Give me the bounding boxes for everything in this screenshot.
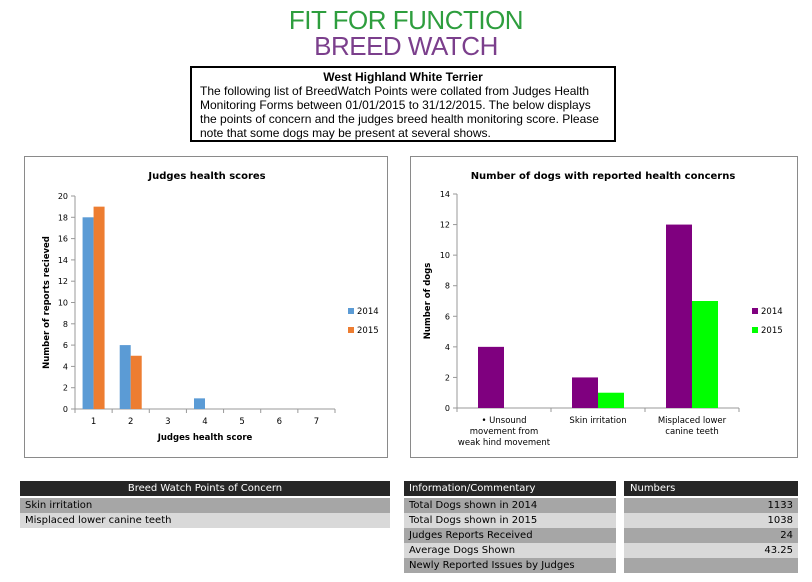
x-tick-label: 5 <box>239 417 244 427</box>
y-tick-label: 10 <box>58 299 68 308</box>
y-tick-label: 4 <box>63 362 68 371</box>
concerns-header: Breed Watch Points of Concern <box>20 481 390 496</box>
commentary-row: Total Dogs shown in 2015 <box>404 513 616 528</box>
bar <box>194 398 205 409</box>
y-tick-label: 14 <box>58 256 68 265</box>
y-tick-label: 20 <box>58 192 68 201</box>
y-tick-label: 4 <box>445 343 450 352</box>
y-tick-label: 8 <box>63 320 68 329</box>
legend-label: 2014 <box>357 307 379 317</box>
bar <box>478 346 504 408</box>
health-concerns-chart: Number of dogs with reported health conc… <box>410 156 798 458</box>
number-cell: 43.25 <box>624 543 798 558</box>
y-tick-label: 0 <box>445 404 450 413</box>
x-tick-label: Skin irritation <box>569 416 626 426</box>
commentary-row: Judges Reports Received <box>404 528 616 543</box>
legend-swatch <box>348 327 354 333</box>
bar <box>130 355 142 409</box>
health-concerns-svg: Number of dogs with reported health conc… <box>423 171 783 448</box>
y-tick-label: 2 <box>63 384 68 393</box>
numbers-header: Numbers <box>624 481 798 496</box>
y-tick-label: 6 <box>63 341 68 350</box>
x-tick-label: • Unsound <box>481 416 526 426</box>
bar <box>572 377 598 408</box>
bar <box>82 217 94 409</box>
x-axis-label: Judges health score <box>157 433 253 443</box>
number-cell: 24 <box>624 528 798 543</box>
y-tick-label: 14 <box>440 190 450 199</box>
y-axis-label: Number of reports recieved <box>42 236 52 369</box>
chart-title: Number of dogs with reported health conc… <box>471 171 736 182</box>
concerns-table: Breed Watch Points of Concern Skin irrit… <box>20 481 390 528</box>
x-tick-label: 1 <box>91 417 96 427</box>
legend-swatch <box>752 308 758 314</box>
concern-row: Skin irritation <box>20 498 390 513</box>
breed-info-box: West Highland White Terrier The followin… <box>190 66 616 142</box>
number-cell <box>624 558 798 573</box>
commentary-row: Newly Reported Issues by Judges <box>404 558 616 573</box>
judges-health-scores-chart: Judges health scores 0 2 4 6 8 10 12 14 16 18 20 Num… <box>24 156 388 458</box>
legend-label: 2014 <box>761 307 783 317</box>
x-tick-label: 7 <box>314 417 319 427</box>
y-tick-label: 18 <box>58 213 68 222</box>
commentary-header: Information/Commentary <box>404 481 616 496</box>
y-tick-label: 0 <box>63 405 68 414</box>
y-tick-label: 12 <box>440 221 450 230</box>
x-tick-label: 3 <box>165 417 170 427</box>
breed-title: West Highland White Terrier <box>323 70 483 84</box>
x-tick-label: 2 <box>128 417 133 427</box>
legend-label: 2015 <box>761 326 783 336</box>
x-tick-label: 6 <box>277 417 282 427</box>
legend-label: 2015 <box>357 326 379 336</box>
numbers-table: Numbers 1133 1038 24 43.25 <box>624 481 798 573</box>
x-tick-label: weak hind movement <box>458 438 551 448</box>
y-tick-label: 16 <box>58 235 68 244</box>
x-tick-label: canine teeth <box>665 427 718 437</box>
x-tick-label: movement from <box>470 427 538 437</box>
chart-title: Judges health scores <box>147 171 265 182</box>
number-cell: 1038 <box>624 513 798 528</box>
bar <box>692 301 718 408</box>
y-tick-label: 8 <box>445 282 450 291</box>
breed-description: The following list of BreedWatch Points … <box>200 84 599 140</box>
commentary-row: Total Dogs shown in 2014 <box>404 498 616 513</box>
legend-swatch <box>752 327 758 333</box>
y-axis-label: Number of dogs <box>423 263 433 340</box>
bar <box>93 206 105 409</box>
judges-health-scores-svg: Judges health scores02468101214161820Num… <box>42 171 379 443</box>
x-tick-label: 4 <box>202 417 207 427</box>
concern-row: Misplaced lower canine teeth <box>20 513 390 528</box>
legend-swatch <box>348 308 354 314</box>
bar <box>598 392 624 408</box>
x-tick-label: Misplaced lower <box>658 416 727 426</box>
bar <box>666 224 692 408</box>
commentary-table: Information/Commentary Total Dogs shown … <box>404 481 616 573</box>
y-tick-label: 12 <box>58 277 68 286</box>
y-tick-label: 6 <box>445 312 450 321</box>
logo-line-1: FIT FOR FUNCTION <box>288 5 524 35</box>
y-tick-label: 2 <box>445 373 450 382</box>
logo-line-2: BREED WATCH <box>314 31 498 61</box>
y-tick-label: 10 <box>440 251 450 260</box>
bar <box>119 345 131 409</box>
commentary-row: Average Dogs Shown <box>404 543 616 558</box>
number-cell: 1133 <box>624 498 798 513</box>
